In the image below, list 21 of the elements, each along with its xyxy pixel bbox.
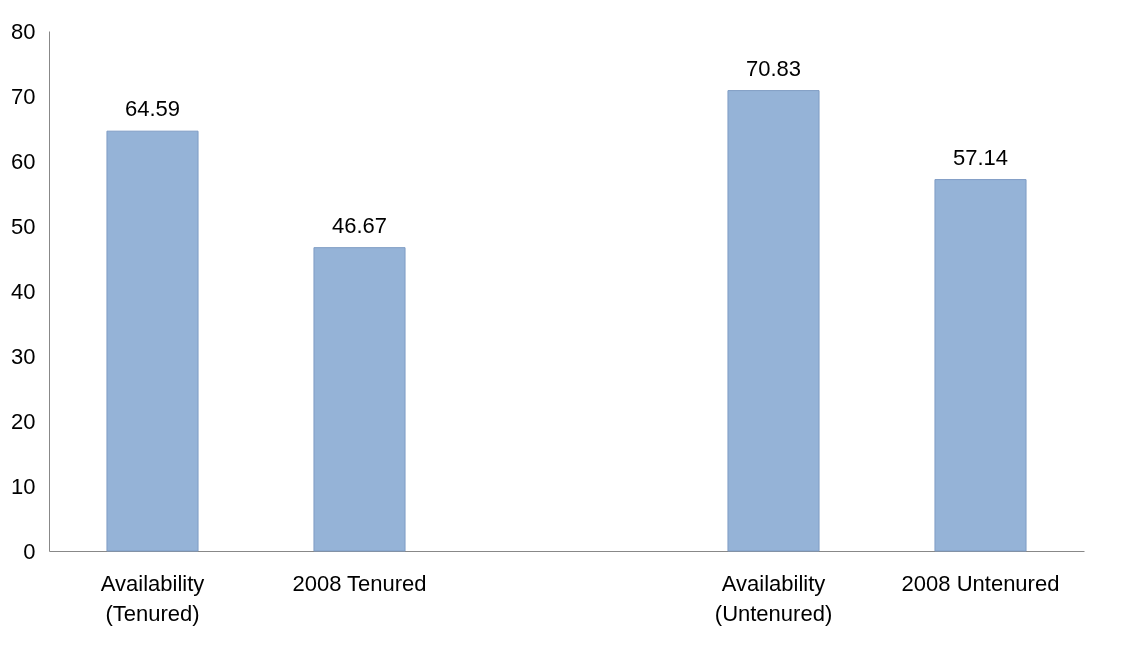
bar xyxy=(934,179,1027,552)
data-label: 64.59 xyxy=(124,96,181,122)
bar xyxy=(313,247,406,552)
y-tick-label: 60 xyxy=(11,148,36,174)
bar xyxy=(727,90,820,552)
data-label: 46.67 xyxy=(331,212,388,238)
x-tick-label: Availability (Untenured) xyxy=(714,570,833,626)
y-tick-label: 70 xyxy=(11,83,36,109)
y-tick-label: 20 xyxy=(11,408,36,434)
x-tick-label: Availability (Tenured) xyxy=(100,570,205,626)
data-label: 57.14 xyxy=(952,144,1009,170)
data-label: 70.83 xyxy=(745,55,802,81)
y-tick-label: 30 xyxy=(11,343,36,369)
y-tick-label: 10 xyxy=(11,473,36,499)
x-tick-label: 2008 Untenured xyxy=(901,570,1060,596)
y-tick-label: 80 xyxy=(11,18,36,44)
y-tick-label: 50 xyxy=(11,213,36,239)
bar xyxy=(106,130,199,552)
x-tick-label: 2008 Tenured xyxy=(292,570,427,596)
y-tick-label: 40 xyxy=(11,278,36,304)
y-tick-label: 0 xyxy=(23,538,36,564)
